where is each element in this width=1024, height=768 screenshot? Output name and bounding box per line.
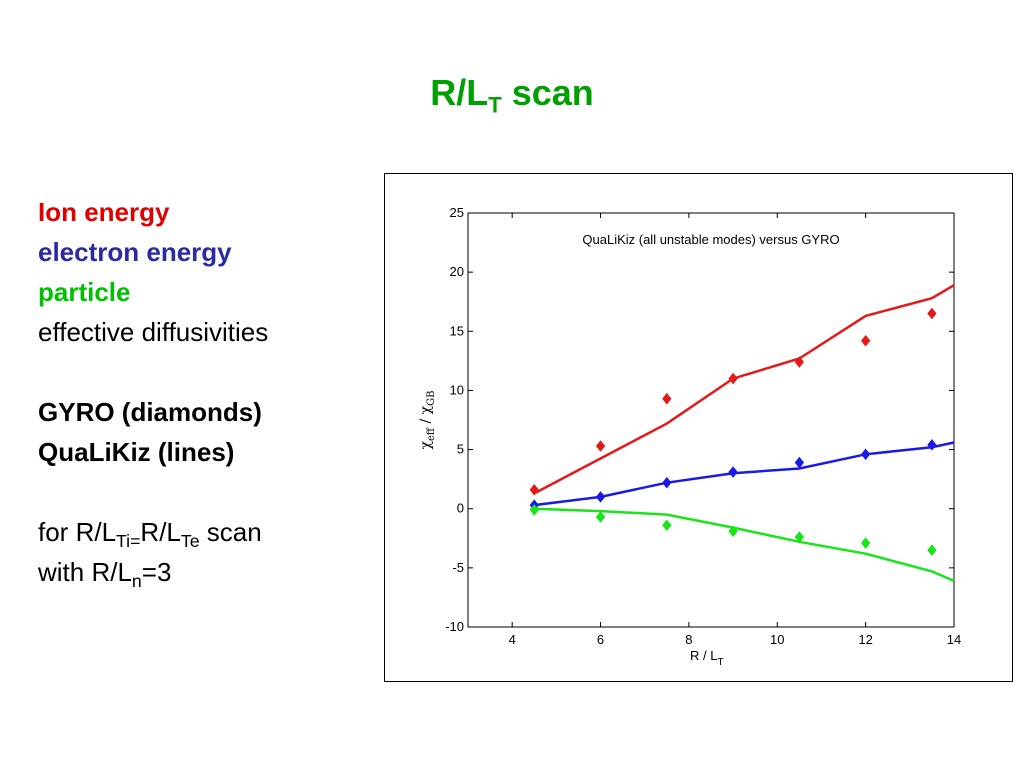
particle-gyro-diamond bbox=[728, 525, 738, 537]
chart: 4 6 8 10 12 14 -10 -5 0 5 10 15 20 25 QuaLiKiz (all u… bbox=[418, 205, 961, 668]
particle-gyro-diamond bbox=[794, 531, 805, 543]
x-axis-title: R / LT bbox=[690, 648, 724, 668]
plot-area bbox=[467, 212, 955, 628]
ion-gyro-diamond bbox=[728, 372, 738, 385]
ion-gyro-diamond bbox=[595, 440, 606, 452]
ion-energy-label: Ion energy bbox=[38, 197, 170, 227]
x-tick-label: 12 bbox=[858, 632, 872, 647]
legend-text: Ion energy electron energy particle effe… bbox=[38, 192, 268, 592]
ion-gyro-diamond bbox=[794, 356, 805, 368]
gyro-label: GYRO (diamonds) bbox=[38, 397, 262, 427]
ion-gyro-diamond bbox=[927, 307, 937, 320]
y-tick-label: -5 bbox=[452, 560, 464, 575]
chart-title: QuaLiKiz (all unstable modes) versus GYR… bbox=[582, 232, 839, 247]
electron-gyro-diamond bbox=[794, 456, 805, 469]
electron-qualikiz-line bbox=[534, 441, 955, 507]
qualikiz-label: QuaLiKiz (lines) bbox=[38, 437, 235, 467]
y-tick-label: 20 bbox=[450, 264, 464, 279]
y-tick-label: 15 bbox=[450, 323, 464, 338]
particle-gyro-diamond bbox=[529, 504, 539, 516]
chart-frame: 4 6 8 10 12 14 -10 -5 0 5 10 15 20 25 QuaLiKiz (all u… bbox=[384, 173, 1013, 682]
x-tick-label: 8 bbox=[685, 632, 692, 647]
effective-diffusivities-label: effective diffusivities bbox=[38, 317, 269, 347]
y-tick-label: 0 bbox=[457, 501, 464, 516]
particle-gyro-diamond bbox=[927, 544, 937, 556]
ion-gyro-diamond bbox=[662, 392, 672, 405]
particle-gyro-diamond bbox=[860, 537, 871, 549]
ion-gyro-diamond bbox=[529, 483, 539, 496]
x-tick-label: 4 bbox=[509, 632, 516, 647]
particle-gyro-diamond bbox=[662, 519, 672, 532]
electron-gyro-diamond bbox=[927, 439, 937, 451]
particle-label: particle bbox=[38, 277, 131, 307]
y-tick-label: -10 bbox=[445, 619, 464, 634]
scan-description: for R/LTi=R/LTe scan bbox=[38, 517, 262, 552]
y-tick-label: 25 bbox=[450, 205, 464, 220]
x-tick-label: 10 bbox=[770, 632, 784, 647]
electron-gyro-diamond bbox=[728, 466, 738, 478]
x-tick-label: 14 bbox=[947, 632, 961, 647]
electron-gyro-diamond bbox=[662, 476, 672, 489]
density-gradient-note: with R/Ln=3 bbox=[38, 557, 172, 592]
electron-gyro-diamond bbox=[595, 491, 606, 503]
electron-gyro-diamond bbox=[860, 448, 871, 461]
y-tick-label: 5 bbox=[457, 442, 464, 457]
particle-gyro-diamond bbox=[595, 511, 606, 523]
ion-gyro-diamond bbox=[860, 334, 871, 347]
y-tick-label: 10 bbox=[450, 382, 464, 397]
electron-energy-label: electron energy bbox=[38, 237, 232, 267]
slide-title: R/LT scan bbox=[430, 72, 594, 118]
x-tick-label: 6 bbox=[597, 632, 604, 647]
y-axis-title: χeff / χGB bbox=[418, 391, 437, 450]
particle-qualikiz-line bbox=[534, 507, 955, 583]
